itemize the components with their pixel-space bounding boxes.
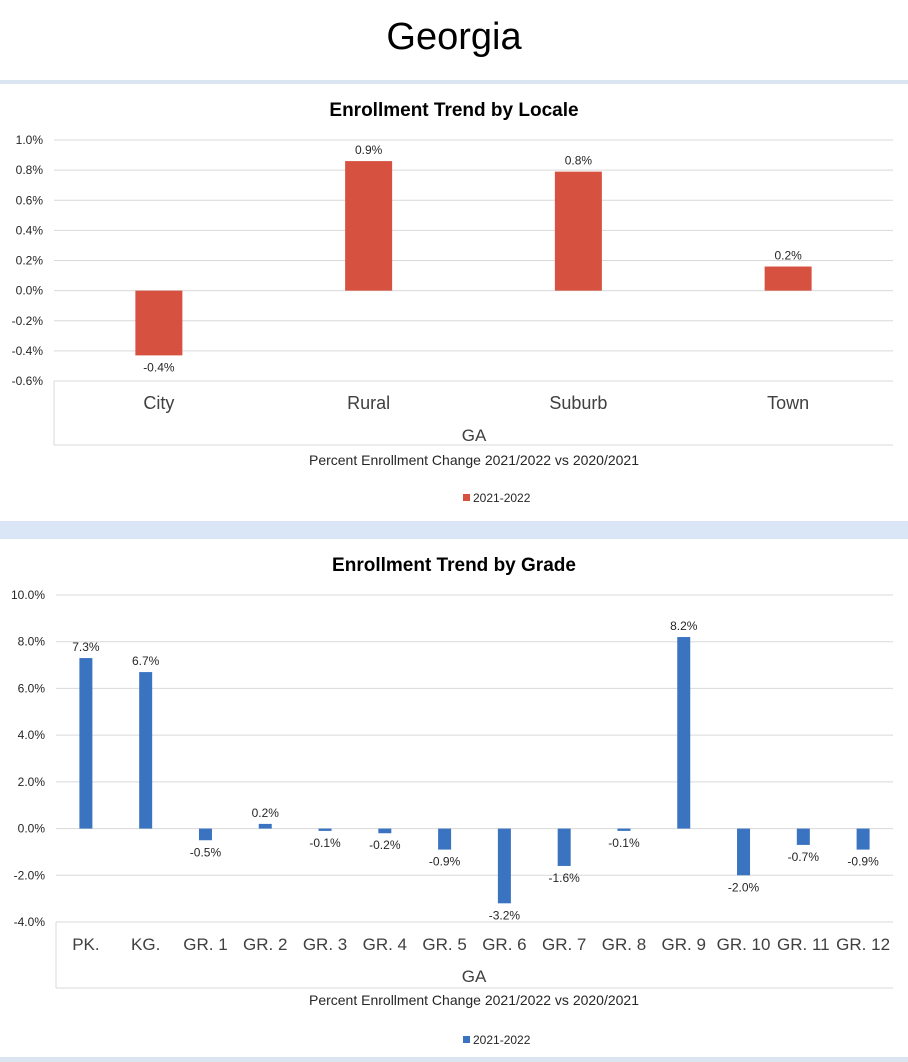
top-divider-band (0, 80, 908, 84)
bar-gr-1 (198, 828, 212, 841)
bar-rural (345, 161, 393, 291)
data-label: -1.6% (548, 871, 580, 885)
bar-gr-9 (677, 637, 691, 829)
category-label: GR. 11 (777, 935, 830, 954)
category-label: GR. 8 (602, 935, 646, 954)
y-tick-label: 4.0% (18, 728, 46, 742)
legend-swatch (463, 494, 470, 501)
bar-gr-2 (258, 823, 272, 829)
locale-chart-panel: Enrollment Trend by Locale 1.0% 0.8% 0.6% 0.… (0, 86, 908, 520)
category-label: GR. 3 (303, 935, 347, 954)
y-tick-label: 2.0% (18, 775, 46, 789)
bar-suburb (554, 171, 602, 291)
y-tick-label: -4.0% (14, 915, 46, 929)
y-tick-label: 1.0% (16, 133, 44, 147)
y-tick-label: -0.6% (12, 374, 44, 388)
legend-label: 2021-2022 (473, 491, 531, 505)
data-label: -0.1% (309, 836, 341, 850)
data-label: 6.7% (132, 654, 160, 668)
category-label: Rural (347, 393, 390, 413)
data-label: 0.9% (355, 143, 383, 157)
bar-gr-7 (557, 828, 571, 866)
bar-city (135, 290, 183, 356)
x-axis-label: GA (462, 967, 487, 986)
x-axis-label: GA (462, 426, 487, 445)
bar-gr-8 (617, 828, 631, 831)
bar-gr-5 (438, 828, 452, 850)
category-label: City (143, 393, 174, 413)
category-label: GR. 1 (183, 935, 227, 954)
locale-chart: Enrollment Trend by Locale 1.0% 0.8% 0.6% 0.… (12, 100, 893, 505)
bar-pk (79, 658, 93, 829)
category-label: KG. (131, 935, 160, 954)
category-label: GR. 10 (717, 935, 771, 954)
chart-subtitle: Percent Enrollment Change 2021/2022 vs 2… (309, 992, 639, 1008)
bottom-divider-band (0, 1057, 908, 1062)
grade-chart: Enrollment Trend by Grade 10.0% 8.0% 6.0% 4.… (11, 555, 893, 1047)
data-label: -2.0% (728, 880, 760, 894)
y-tick-label: 10.0% (11, 588, 45, 602)
data-label: -0.9% (429, 855, 461, 869)
grade-chart-panel: Enrollment Trend by Grade 10.0% 8.0% 6.0% 4.… (0, 541, 908, 1056)
bar-gr-10 (737, 828, 751, 876)
y-tick-label: 0.0% (18, 822, 46, 836)
y-tick-label: -2.0% (14, 868, 46, 882)
bar-gr-3 (318, 828, 332, 831)
y-tick-label: 6.0% (18, 681, 46, 695)
bar-gr-12 (856, 828, 870, 850)
data-label: 8.2% (670, 619, 698, 633)
data-label: 0.2% (252, 806, 280, 820)
category-label: GR. 6 (482, 935, 526, 954)
category-label: Town (767, 393, 809, 413)
data-label: -0.9% (847, 855, 879, 869)
data-label: -0.1% (608, 836, 640, 850)
category-label: GR. 7 (542, 935, 586, 954)
y-tick-label: -0.4% (12, 344, 44, 358)
category-label: GR. 12 (836, 935, 890, 954)
bar-gr-6 (497, 828, 511, 904)
category-label: GR. 9 (662, 935, 706, 954)
chart-subtitle: Percent Enrollment Change 2021/2022 vs 2… (309, 452, 639, 468)
page-title: Georgia (386, 16, 522, 58)
data-label: -0.7% (788, 850, 820, 864)
y-tick-label: 0.6% (16, 193, 44, 207)
y-tick-label: 0.8% (16, 163, 44, 177)
y-tick-label: 0.2% (16, 254, 44, 268)
category-label: GR. 2 (243, 935, 287, 954)
data-label: 7.3% (72, 640, 100, 654)
legend-swatch (463, 1036, 470, 1043)
y-tick-label: -0.2% (12, 314, 44, 328)
bar-gr-11 (796, 828, 810, 845)
middle-divider-band (0, 521, 908, 539)
chart-title: Enrollment Trend by Locale (329, 100, 578, 121)
y-tick-label: 0.4% (16, 223, 44, 237)
data-label: -3.2% (489, 908, 521, 922)
data-label: -0.5% (190, 845, 222, 859)
y-tick-label: 0.0% (16, 284, 44, 298)
chart-title: Enrollment Trend by Grade (332, 555, 576, 576)
category-label: GR. 5 (422, 935, 466, 954)
bar-kg (139, 672, 153, 829)
category-label: GR. 4 (363, 935, 407, 954)
legend-label: 2021-2022 (473, 1033, 531, 1047)
data-label: -0.2% (369, 838, 401, 852)
data-label: 0.2% (774, 249, 802, 263)
bar-town (764, 266, 812, 291)
data-label: -0.4% (143, 360, 175, 374)
category-label: Suburb (549, 393, 607, 413)
data-label: 0.8% (565, 154, 593, 168)
category-label: PK. (72, 935, 99, 954)
y-tick-label: 8.0% (18, 635, 46, 649)
bar-gr-4 (378, 828, 392, 834)
